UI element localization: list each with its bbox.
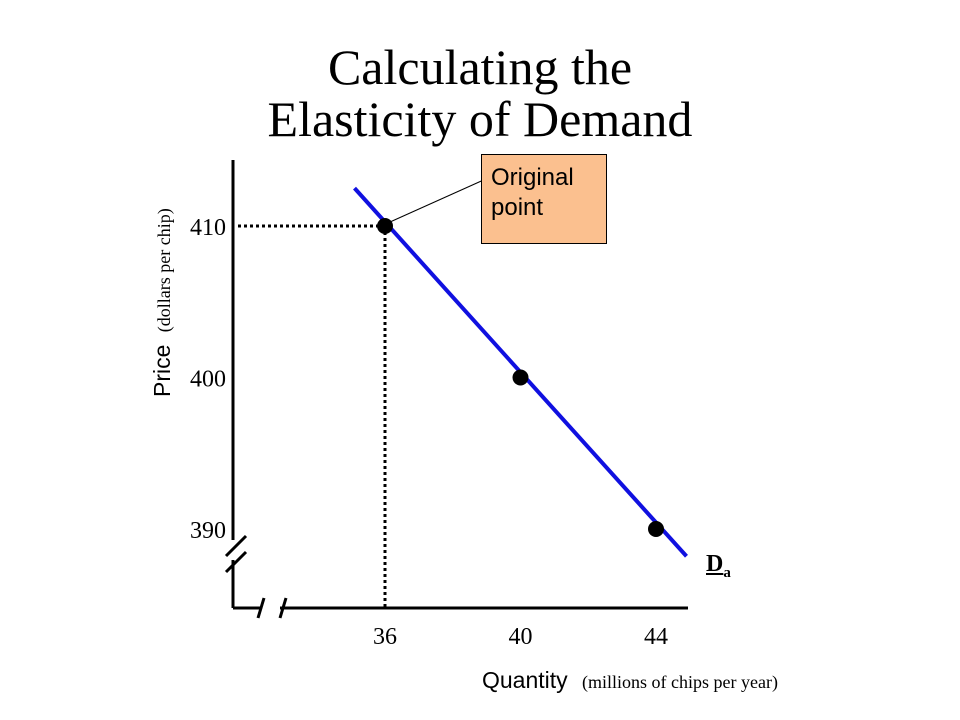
slide-title-line2: Elasticity of Demand <box>267 91 693 147</box>
demand-curve-label: Da <box>706 551 731 582</box>
y-axis-break-mark-2 <box>224 550 248 574</box>
x-axis-break-mark-1 <box>256 597 266 619</box>
callout-leader-line <box>389 177 489 223</box>
x-tick-label-3: 44 <box>644 624 668 650</box>
reference-guides <box>238 224 387 608</box>
y-axis-label: Price (dollars per chip) <box>149 208 175 397</box>
callout-line1: Original <box>491 164 574 191</box>
x-tick-label-2: 40 <box>509 624 533 650</box>
data-point-3 <box>648 521 664 537</box>
demand-label-sub: a <box>723 564 731 581</box>
y-tick-label-2: 400 <box>190 367 226 393</box>
y-axis-break-mark-1 <box>224 534 248 558</box>
y-tick-label-1: 390 <box>190 518 226 544</box>
x-tick-label-1: 36 <box>373 624 397 650</box>
original-point-callout: Original point <box>481 154 607 244</box>
data-point-2 <box>512 369 529 386</box>
callout-line2: point <box>491 194 544 221</box>
series-layer <box>353 186 688 558</box>
slide-title-line1: Calculating the <box>327 39 633 95</box>
data-point-1 <box>377 218 393 234</box>
tick-labels: 36 40 44 390 400 410 <box>190 215 668 650</box>
y-tick-label-3: 410 <box>190 215 226 241</box>
x-axis-break-mark-2 <box>278 597 288 619</box>
x-axis-label: Quantity (millions of chips per year) <box>482 667 778 693</box>
demand-label-main: D <box>706 551 724 577</box>
axes <box>224 160 688 619</box>
